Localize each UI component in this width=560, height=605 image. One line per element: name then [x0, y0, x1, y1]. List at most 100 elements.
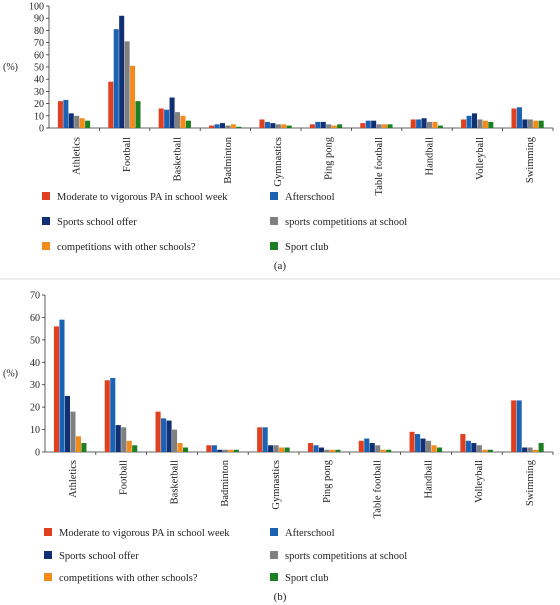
panel-b-y-tick-label: 60	[30, 313, 40, 324]
panel-b-bar	[177, 443, 183, 452]
panel-a-legend-label: sports competitions at school	[285, 217, 407, 228]
panel-a-y-tick-label: 0	[39, 124, 44, 135]
panel-b-bar	[104, 380, 110, 452]
panel-b-bar	[233, 449, 239, 452]
panel-b-bar	[268, 445, 274, 452]
panel-a-y-tick-label: 90	[34, 14, 44, 25]
panel-b-category-label: Badminton	[220, 459, 231, 506]
panel-b-bar	[426, 440, 432, 452]
panel-a-bar	[466, 115, 472, 128]
panel-b-category-label: Ping pong	[322, 459, 333, 503]
panel-a-bar	[119, 15, 125, 128]
panel-a-bar	[471, 113, 477, 128]
panel-b-y-tick-label: 30	[30, 380, 40, 391]
panel-b-category-label: Athletics	[68, 460, 79, 498]
panel-a-bar	[320, 121, 326, 128]
panel-b-bar	[538, 443, 544, 452]
panel-a-category-label: Swimming	[525, 136, 536, 183]
panel-b-bar	[375, 445, 381, 452]
panel-b-bar	[386, 449, 392, 452]
panel-b-legend-label: Afterschool	[285, 528, 335, 539]
panel-a-bar	[264, 121, 270, 128]
panel-a-bar	[214, 124, 220, 128]
panel-a-bar	[230, 124, 236, 128]
panel-b-bar	[358, 440, 364, 452]
panel-b-bar	[482, 449, 488, 452]
panel-b-bar	[329, 449, 335, 452]
panel-a-legend-swatch	[42, 192, 50, 200]
panel-a-y-axis-label: (%)	[3, 62, 18, 73]
panel-a-category-label: Volleyball	[475, 137, 486, 180]
panel-b-bar	[172, 429, 178, 452]
panel-b-category-label: Handball	[423, 460, 434, 499]
panel-a-category-label: Athletics	[72, 137, 83, 175]
panel-b-legend-swatch	[270, 573, 278, 581]
panel-a-bar	[209, 125, 215, 128]
panel-a-legend-label: Moderate to vigorous PA in school week	[57, 192, 228, 203]
panel-b-bar	[324, 449, 330, 452]
panel-b-bar	[409, 431, 415, 452]
panel-a-legend-swatch	[42, 217, 50, 225]
panel-b-bar	[465, 440, 471, 452]
panel-b-category-label: Gymnastics	[271, 460, 282, 510]
panel-a-bar	[488, 121, 494, 128]
panel-b-bar	[516, 400, 522, 452]
panel-b-legend-swatch	[270, 551, 278, 559]
panel-a-bar	[387, 124, 393, 128]
panel-b-bar	[75, 436, 81, 452]
panel-b-bar	[522, 447, 528, 452]
panel-b-bar	[415, 434, 421, 452]
panel-a-bar	[371, 120, 377, 128]
panel-a-bar	[225, 125, 231, 128]
panel-b-bar	[59, 319, 65, 452]
panel-a-bar	[527, 119, 533, 128]
panel-a-legend-swatch	[270, 217, 278, 225]
panel-a-bar	[286, 125, 292, 128]
panel-a-category-label: Table football	[374, 137, 385, 196]
panel-b-bar	[166, 420, 172, 452]
panel-b-legend-label: sports competitions at school	[285, 551, 407, 562]
panel-b-bar	[527, 447, 533, 452]
panel-a-bar	[365, 120, 371, 128]
panel-a-legend-swatch	[270, 242, 278, 250]
panel-a-bar	[522, 119, 528, 128]
panel-b-bar	[182, 447, 189, 452]
panel-a-bar	[135, 101, 141, 128]
panel-b-legend-swatch	[44, 551, 52, 559]
panel-a-category-label: Gymnastics	[273, 137, 284, 187]
panel-b-category-label: Table football	[373, 460, 384, 519]
panel-b-bar	[257, 427, 263, 452]
panel-b-bar	[471, 443, 477, 452]
panel-a-bar	[281, 124, 287, 128]
panel-b-bar	[211, 445, 217, 452]
panel-a-bar	[309, 124, 315, 128]
panel-a-bar	[360, 123, 366, 128]
panel-a-bar	[461, 119, 467, 128]
panel-a-bar	[410, 119, 416, 128]
panel-a-y-tick-label: 70	[34, 38, 44, 49]
panel-b-bar	[369, 443, 375, 452]
panel-b-bar	[476, 445, 482, 452]
panel-a-bar	[331, 125, 337, 128]
panel-b-bar	[110, 377, 116, 452]
panel-b-y-tick-label: 70	[30, 291, 40, 302]
panel-a-bar	[337, 124, 343, 128]
panel-a-bar	[382, 124, 388, 128]
panel-a-bar	[511, 108, 517, 128]
panel-a-bar	[477, 119, 483, 128]
panel-b-bar	[380, 449, 386, 452]
panel-b-bar	[431, 445, 437, 452]
panel-b-bar	[279, 447, 285, 452]
panel-b-legend-swatch	[270, 528, 278, 536]
panel-a-legend-label: Afterschool	[285, 192, 335, 203]
panel-a-y-tick-label: 50	[34, 63, 44, 74]
panel-b-category-label: Football	[119, 460, 130, 495]
panel-b-y-tick-label: 50	[30, 335, 40, 346]
panel-a-bar	[275, 124, 281, 128]
panel-a-bar	[79, 118, 85, 128]
panel-a-y-tick-label: 100	[29, 2, 44, 13]
panel-a-bar	[326, 124, 332, 128]
panel-b-bar	[132, 445, 138, 452]
